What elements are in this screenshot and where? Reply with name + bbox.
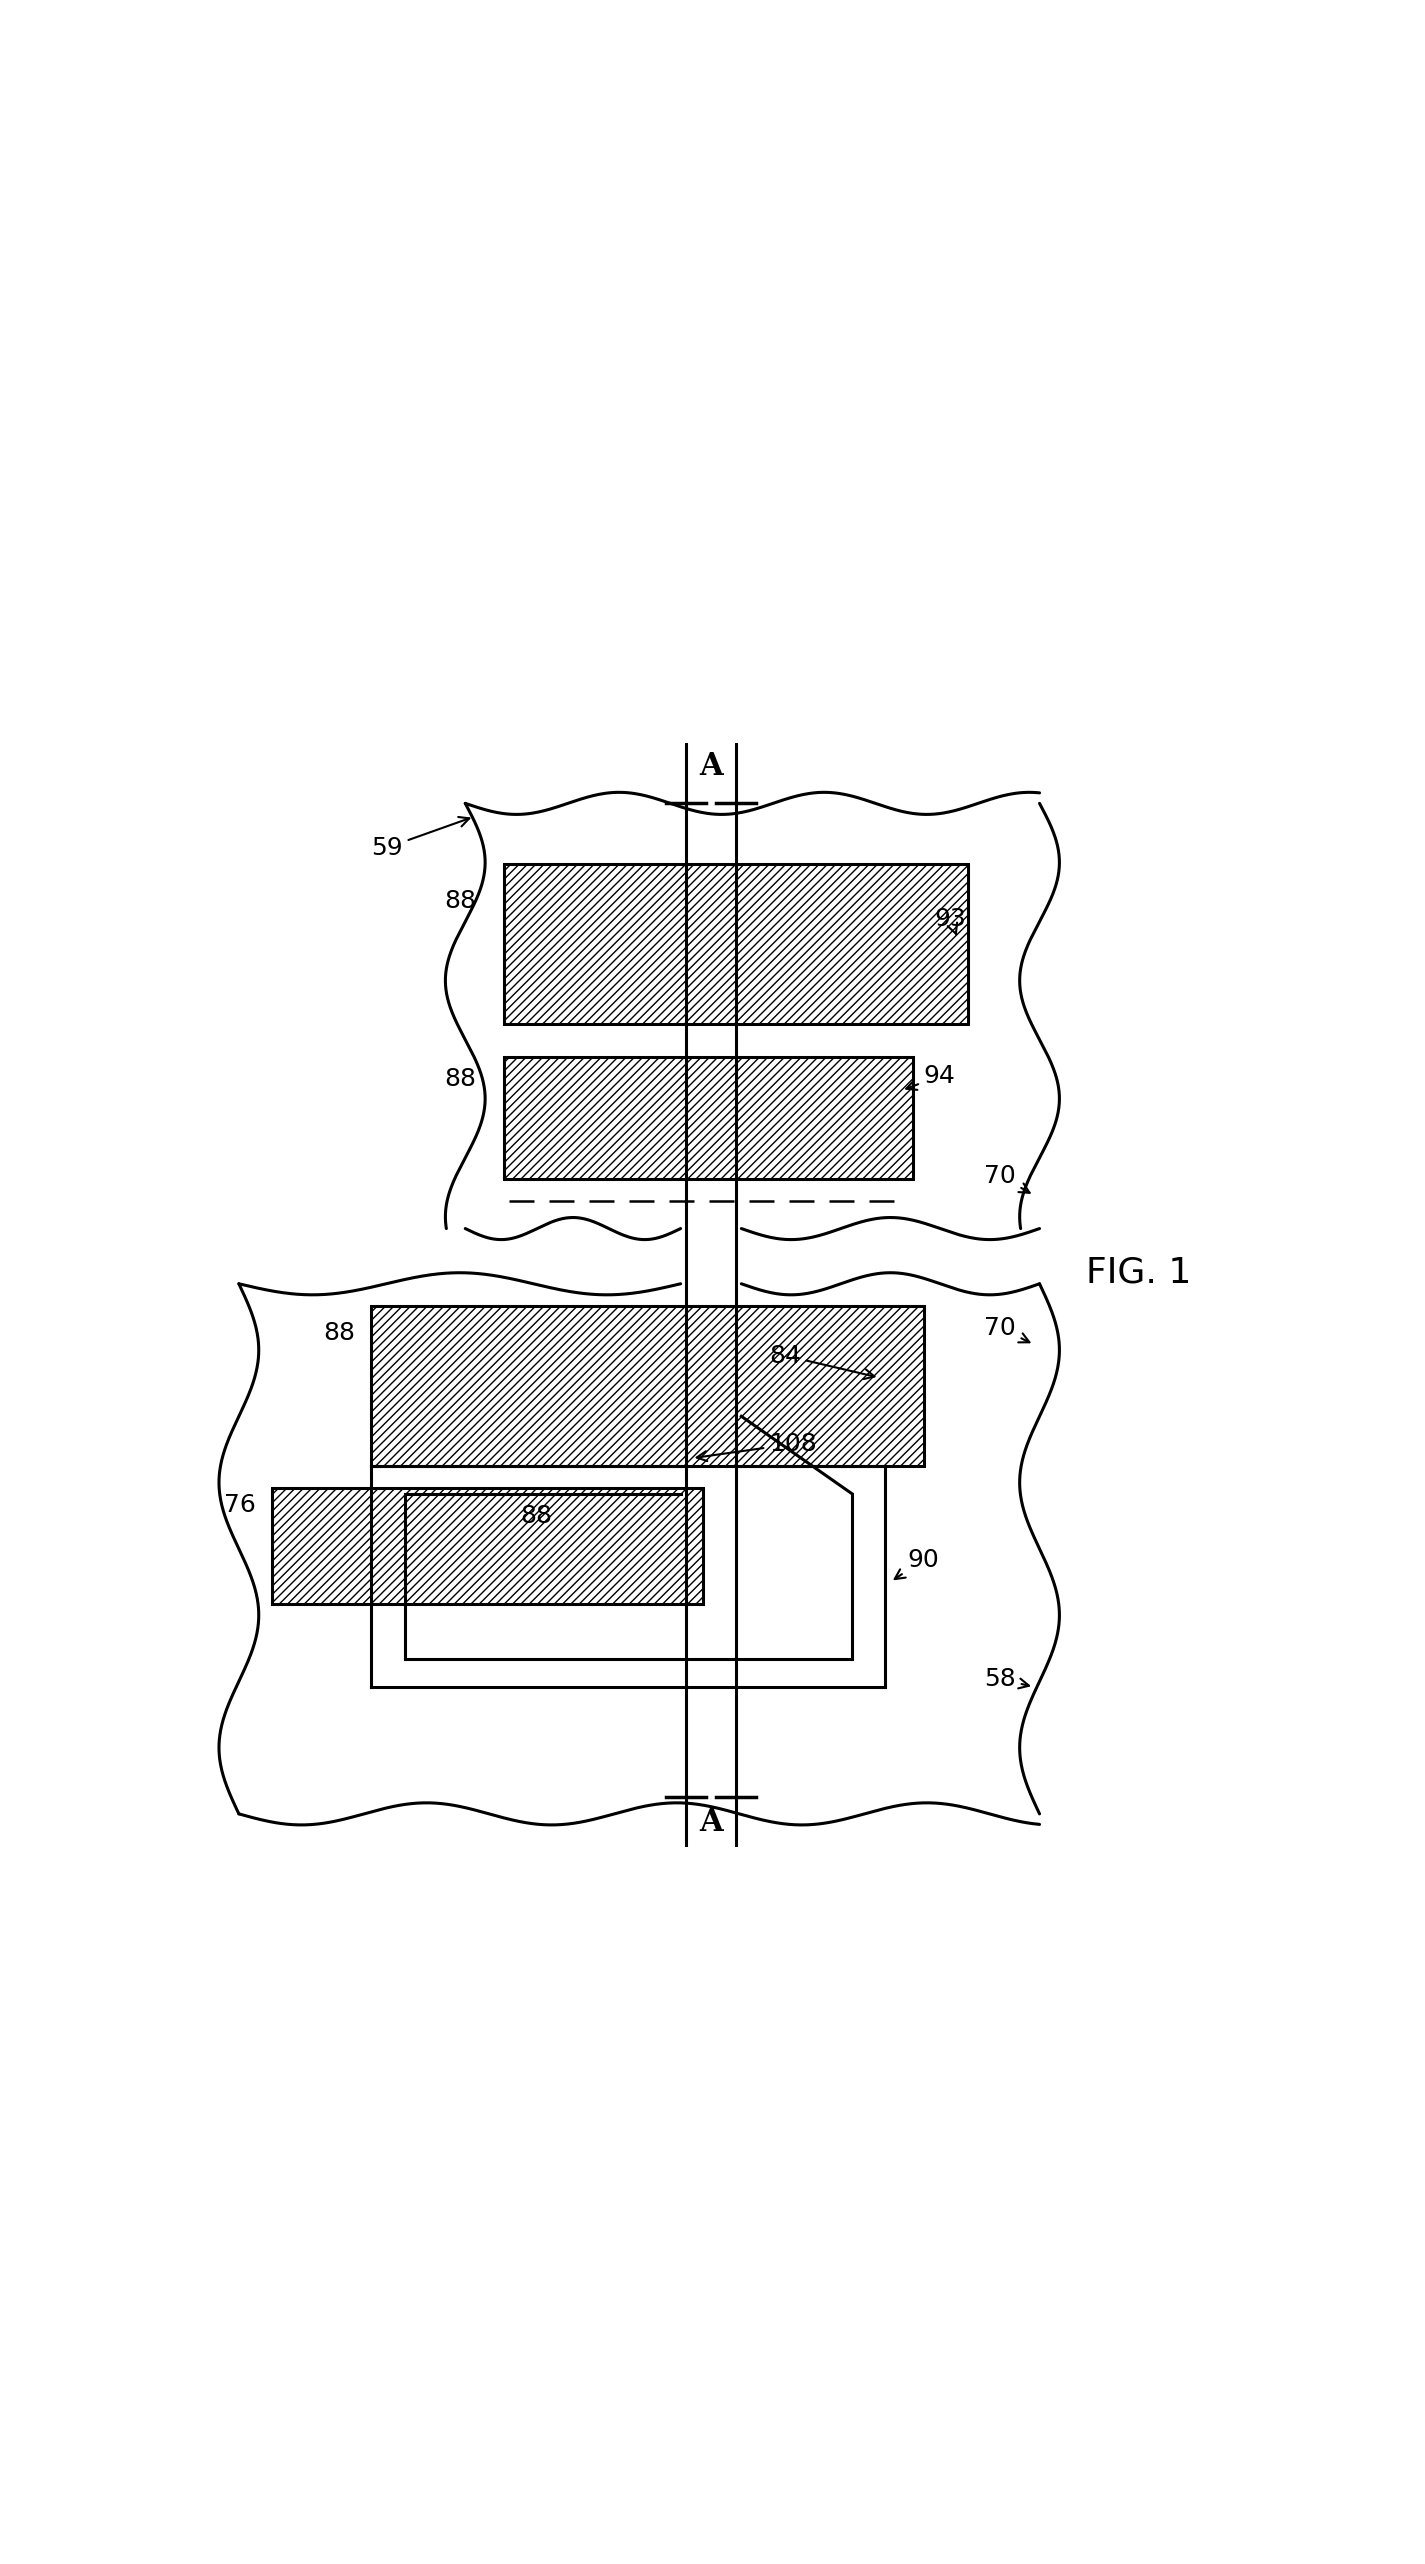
Text: 90: 90 <box>895 1549 939 1579</box>
Bar <box>272 1487 703 1605</box>
Text: 88: 88 <box>445 890 476 913</box>
Text: 70: 70 <box>985 1315 1029 1344</box>
Bar <box>504 1056 912 1179</box>
Bar <box>504 864 968 1023</box>
Text: 88: 88 <box>323 1320 355 1346</box>
Text: 108: 108 <box>697 1431 817 1461</box>
Text: A: A <box>700 751 722 782</box>
Text: 59: 59 <box>372 818 469 859</box>
Text: 58: 58 <box>985 1667 1029 1692</box>
Text: 70: 70 <box>985 1164 1030 1192</box>
Text: 94: 94 <box>906 1064 955 1090</box>
Text: A: A <box>700 1808 722 1838</box>
Text: 88: 88 <box>520 1503 553 1528</box>
Bar <box>372 1305 923 1467</box>
Text: 88: 88 <box>445 1067 476 1092</box>
Text: 76: 76 <box>224 1492 255 1518</box>
Text: FIG. 1: FIG. 1 <box>1086 1256 1191 1290</box>
Text: 93: 93 <box>935 908 966 933</box>
Text: 84: 84 <box>770 1344 875 1379</box>
